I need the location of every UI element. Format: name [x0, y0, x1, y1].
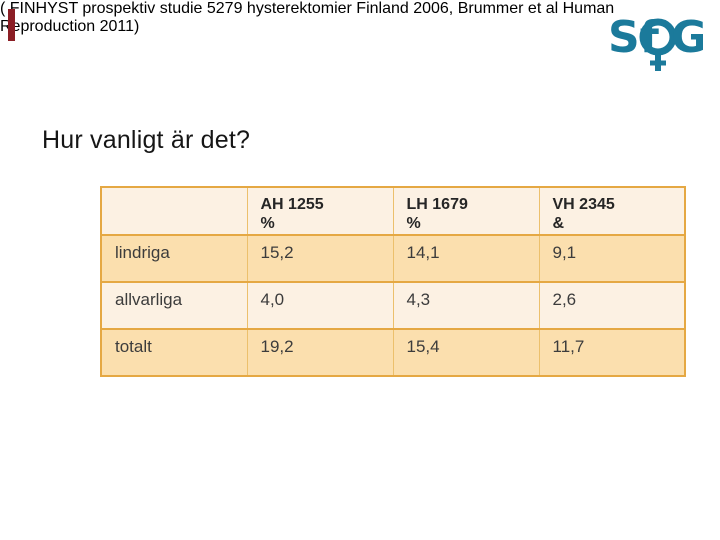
- sfog-logo: Sf G: [608, 10, 707, 76]
- slide-title: Hur vanligt är det?: [42, 126, 251, 154]
- cell-value: 2,6: [538, 281, 686, 330]
- row-label: totalt: [100, 328, 248, 377]
- header-line2: %: [260, 215, 275, 232]
- cell-value: 9,1: [538, 234, 686, 283]
- citation-line1: ( FINHYST prospektiv studie 5279 hystere…: [0, 0, 615, 17]
- cell-value: 4,0: [246, 281, 394, 330]
- cell-value: 15,4: [392, 328, 540, 377]
- header-line2: %: [406, 215, 421, 232]
- header-cell-vh: VH 2345 &: [538, 186, 686, 236]
- results-table: AH 1255 % LH 1679 % VH 2345 & lindriga 1…: [100, 186, 686, 377]
- header-cell-empty: [100, 186, 248, 236]
- table-row: lindriga 15,2 14,1 9,1: [100, 234, 686, 283]
- sfog-logo-icon: Sf G: [608, 12, 707, 71]
- cell-value: 14,1: [392, 234, 540, 283]
- female-symbol-icon: [639, 18, 677, 71]
- row-label: allvarliga: [100, 281, 248, 330]
- cell-value: 4,3: [392, 281, 540, 330]
- cell-value: 11,7: [538, 328, 686, 377]
- cell-value: 15,2: [246, 234, 394, 283]
- header-cell-lh: LH 1679 %: [392, 186, 540, 236]
- header-line2: &: [552, 215, 565, 232]
- row-label: lindriga: [100, 234, 248, 283]
- header-cell-ah: AH 1255 %: [246, 186, 394, 236]
- header-line1: AH 1255: [260, 196, 324, 213]
- cell-value: 19,2: [246, 328, 394, 377]
- citation-line2: Reproduction 2011): [0, 18, 140, 35]
- header-line1: VH 2345: [552, 196, 615, 213]
- logo-text-right: G: [671, 12, 703, 63]
- table-row: allvarliga 4,0 4,3 2,6: [100, 281, 686, 330]
- table-header-row: AH 1255 % LH 1679 % VH 2345 &: [100, 186, 686, 236]
- header-line1: LH 1679: [406, 196, 468, 213]
- table-row: totalt 19,2 15,4 11,7: [100, 328, 686, 377]
- accent-bar: [8, 9, 15, 41]
